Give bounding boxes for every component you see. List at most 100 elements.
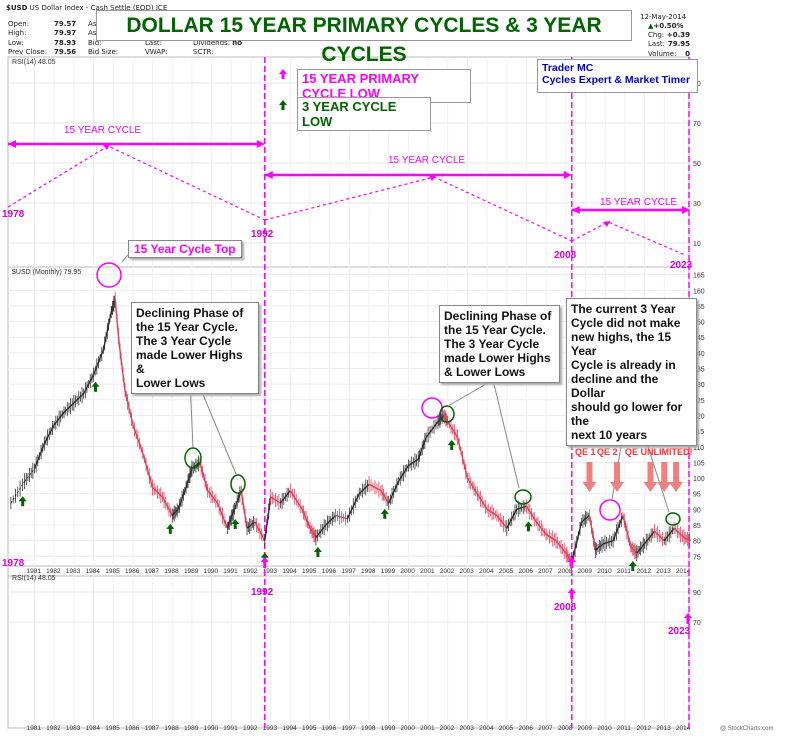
credit-name: Trader MC [542, 62, 594, 74]
x-tick-label-bottom: 1995 [302, 725, 317, 732]
symbol: $USD [6, 4, 28, 12]
stat-chg: Chg: +0.39 [648, 31, 690, 39]
three-year-low-arrow [524, 521, 533, 532]
cycle2-arrow-head [563, 171, 572, 179]
x-tick-label-bottom: 1993 [263, 725, 278, 732]
stat-prev-close: Prev Close: 79.56 [8, 47, 77, 56]
stat-high: High: 79.97 [8, 29, 77, 38]
qe1-label: QE 1 [575, 447, 596, 457]
price-tick-label: 155 [693, 304, 705, 311]
three-year-low-arrow [380, 508, 389, 519]
x-tick-label-bottom: 1983 [66, 725, 81, 732]
stats-mid2: Last: VWAP: [145, 39, 168, 57]
x-tick-label-bottom: 1999 [381, 725, 396, 732]
three-year-high-circle [230, 474, 246, 494]
x-tick-label-bottom: 1984 [86, 725, 101, 732]
x-tick-label: 1996 [322, 568, 337, 575]
year-label-1992-b: 1992 [251, 587, 274, 598]
x-tick-label: 1986 [125, 568, 140, 575]
year-label-2008-b: 2008 [554, 602, 577, 613]
callout-line [447, 379, 494, 407]
cycle1-peak-arrow [103, 144, 110, 150]
x-tick-label: 1987 [145, 568, 160, 575]
cycle-top-circle [599, 499, 621, 521]
three-year-low-arrow [628, 560, 637, 571]
x-tick-label: 1984 [86, 568, 101, 575]
x-tick-label: 2010 [597, 568, 612, 575]
price-tick-label: 130 [693, 382, 705, 389]
three-year-low-arrow [91, 381, 100, 392]
price-tick-label: 105 [693, 460, 705, 467]
x-tick-label-bottom: 2004 [479, 725, 494, 732]
cycle3-arrow-head [682, 206, 690, 214]
three-year-low-arrow [18, 496, 27, 507]
stat-date: 12-May-2014 [640, 13, 687, 21]
annotation-decline-2: Declining Phase of the 15 Year Cycle. The … [439, 305, 560, 383]
qe2-label: QE 2 [597, 447, 618, 457]
x-tick-label: 2009 [578, 568, 593, 575]
three-year-high-circle [184, 447, 202, 469]
symbol-header: $USD US Dollar Index - Cash Settle (EOD)… [6, 4, 167, 12]
stat-sctr: SCTR: [193, 48, 214, 56]
legend-three-year-arrow-icon [279, 100, 287, 110]
year-label-2023: 2023 [670, 260, 693, 271]
cycle2-label: 15 YEAR CYCLE [388, 155, 465, 166]
cycle2-arrow-tail [264, 171, 273, 179]
x-tick-label-bottom: 2009 [578, 725, 593, 732]
x-tick-label-bottom: 2005 [499, 725, 514, 732]
cycle3-label: 15 YEAR CYCLE [600, 197, 677, 208]
x-tick-label: 2007 [538, 568, 553, 575]
x-tick-label: 1998 [361, 568, 376, 575]
x-tick-label-bottom: 1986 [125, 725, 140, 732]
x-tick-label-bottom: 1990 [204, 725, 219, 732]
x-tick-label-bottom: 1985 [105, 725, 120, 732]
x-tick-label: 1990 [204, 568, 219, 575]
x-tick-label: 2013 [656, 568, 671, 575]
price-tick-label: 95 [693, 492, 701, 499]
x-tick-label: 1994 [282, 568, 297, 575]
x-tick-label: 2004 [479, 568, 494, 575]
x-tick-label-bottom: 1996 [322, 725, 337, 732]
annotation-cycle-top: 15 Year Cycle Top [128, 240, 242, 258]
x-tick-label: 2008 [558, 568, 573, 575]
x-tick-label-bottom: 1994 [282, 725, 297, 732]
year-label-1978: 1978 [2, 209, 25, 220]
credit-box: Trader MC Cycles Expert & Market Timer [537, 59, 698, 93]
rsi-tick-label: 90 [693, 590, 701, 597]
three-year-high-circle [439, 405, 455, 423]
price-tick-label: 140 [693, 351, 705, 358]
x-tick-label: 2005 [499, 568, 514, 575]
qe-arrow [643, 462, 658, 492]
x-tick-label-bottom: 1987 [145, 725, 160, 732]
cycle1-arrow-head [256, 140, 265, 148]
stats-right: Chg: +0.39 Last: 79.95 Volume: 0 [648, 31, 690, 59]
x-tick-label: 2006 [519, 568, 534, 575]
x-tick-label-bottom: 2006 [519, 725, 534, 732]
x-tick-label: 1985 [105, 568, 120, 575]
x-tick-label: 1995 [302, 568, 317, 575]
x-tick-label: 1981 [27, 568, 42, 575]
primary-low-arrow [567, 557, 576, 568]
price-tick-label: 85 [693, 523, 701, 530]
rsi-tick-label: 70 [693, 620, 701, 627]
three-year-low-arrow [447, 439, 456, 450]
stat-change-pct: ▲+0.50% [648, 22, 684, 30]
x-tick-label-bottom: 2003 [459, 725, 474, 732]
symbol-name: US Dollar Index - Cash Settle (EOD) ICE [29, 4, 168, 12]
legend-primary-arrow-icon [279, 69, 287, 79]
price-tick-label: 90 [693, 507, 701, 514]
x-tick-label-bottom: 1992 [243, 725, 258, 732]
price-tick-label: 115 [693, 429, 704, 436]
watermark: @ StockCharts.com [720, 726, 773, 732]
x-tick-label-bottom: 1997 [341, 725, 356, 732]
price-tick-label: 145 [693, 335, 705, 342]
cycle2-peak-arrow [429, 176, 436, 181]
primary-low-arrow [567, 588, 576, 599]
x-tick-label: 2011 [617, 568, 631, 575]
x-tick-label-bottom: 2008 [558, 725, 573, 732]
price-tick-label: 165 [693, 273, 705, 280]
cycle3-peak-arrow [603, 221, 610, 227]
qe-unlimited-label: QE UNLIMITED! [625, 447, 693, 457]
year-label-1978-b: 1978 [2, 558, 25, 569]
x-tick-label: 2012 [637, 568, 652, 575]
